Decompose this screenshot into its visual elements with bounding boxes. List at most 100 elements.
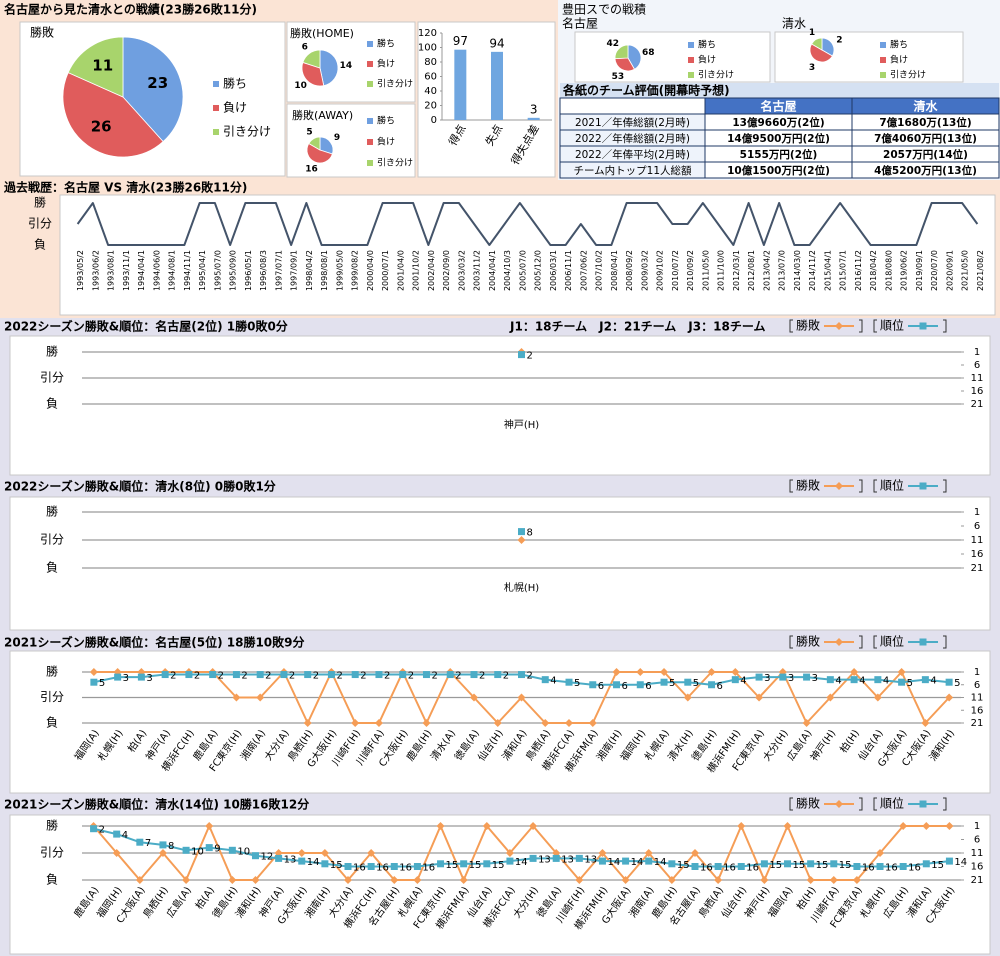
data-label: 2 (384, 671, 390, 682)
chart-box (774, 31, 964, 83)
data-label: 2 (265, 671, 271, 682)
bar (491, 51, 503, 120)
point (159, 841, 167, 849)
legend-marker (835, 800, 843, 808)
x-tick-label: 2005/07/0 (518, 250, 527, 291)
x-tick-label: 2006/11/1 (564, 250, 573, 291)
point (806, 876, 815, 884)
legend-label: 負け (377, 136, 395, 148)
point (921, 676, 929, 684)
pie-slice (122, 36, 184, 143)
point (374, 719, 383, 727)
pie-label: 53 (612, 72, 625, 82)
data-label: 5 (669, 678, 675, 689)
data-label: 15 (492, 860, 505, 871)
legend-marker (367, 118, 373, 124)
legend-label: 勝ち (223, 76, 247, 91)
legend-label: 勝ち (698, 39, 716, 51)
x-tick-label: 2003/11/2 (473, 250, 482, 291)
x-tick-label: 2000/07/1 (381, 250, 390, 291)
point (209, 671, 217, 679)
data-label: 15 (793, 860, 806, 871)
chart-title: 2022シーズン勝敗&順位：清水(8位) 0勝0敗1分 (4, 479, 276, 494)
x-tick-label: 1994/08/1 (168, 250, 177, 291)
data-label: 16 (908, 863, 921, 874)
point (482, 822, 491, 830)
pie-slice (811, 37, 823, 51)
x-tick-label: 2019/09/1 (915, 250, 924, 291)
point (784, 860, 792, 868)
x-tick-label: 2011/10/0 (717, 250, 726, 291)
data-label: 15 (769, 860, 782, 871)
pie-label: 1 (809, 28, 815, 38)
x-tick-label: 2021/08/2 (976, 250, 985, 291)
chart-box (417, 21, 556, 178)
y-tick-label: 80 (424, 57, 437, 68)
y2-tick-label: 11 (971, 373, 984, 384)
pie-label: 9 (334, 133, 340, 143)
x-tick-label: 1996/05/1 (244, 250, 253, 291)
x-tick-label: 2013/04/2 (762, 250, 771, 291)
legend-marker (835, 638, 843, 646)
point (517, 536, 526, 544)
data-label: 2 (336, 671, 342, 682)
point (876, 849, 885, 857)
point (922, 860, 930, 868)
point (137, 673, 145, 681)
point (518, 351, 525, 359)
point (280, 671, 288, 679)
x-tick-label: 1993/06/2 (91, 250, 100, 291)
point (470, 671, 478, 679)
y-tick-label: 100 (418, 43, 437, 54)
table-header: 名古屋 (760, 99, 796, 114)
legend-label: 勝ち (890, 39, 908, 51)
x-tick-label: 2007/06/2 (579, 250, 588, 291)
series-line (76, 202, 979, 246)
point (161, 671, 169, 679)
table-header: 清水 (913, 99, 938, 114)
point (413, 876, 422, 884)
annotation: J1：18チーム J2：21チーム J3：18チーム (509, 320, 765, 334)
pie-label: 10 (294, 81, 307, 91)
data-label: 2 (360, 671, 366, 682)
point (321, 860, 329, 868)
point (90, 825, 98, 833)
legend-marker (880, 57, 886, 63)
legend-bracket (943, 635, 947, 649)
legend-bracket (873, 319, 877, 333)
y2-tick-label: 16 (971, 705, 984, 716)
point (731, 668, 740, 676)
x-tick-label: 2013/07/0 (778, 250, 787, 291)
data-label: 3 (146, 673, 152, 684)
pie-label: 3 (809, 63, 815, 73)
chart-title: 勝敗(HOME) (290, 26, 354, 40)
data-label: 15 (931, 860, 944, 871)
legend-label: 勝敗 (796, 796, 820, 811)
x-tick-label: 1994/04/1 (137, 250, 146, 291)
legend-label: 引き分け (377, 79, 413, 90)
legend-label: 負け (377, 58, 395, 70)
y-tick-label: 勝 (34, 195, 46, 210)
data-label: 16 (422, 863, 435, 874)
legend-label: 引き分け (698, 70, 734, 81)
y2-tick-label: 11 (971, 693, 984, 704)
point (112, 849, 121, 857)
pie-slice (809, 43, 833, 63)
x-tick-label: 札幌(H) (504, 581, 539, 594)
data-label: 4 (930, 676, 936, 687)
legend-marker (367, 61, 373, 67)
x-tick-label: 2001/10/2 (412, 250, 421, 291)
point (922, 822, 931, 830)
x-tick-label: 1993/11/1 (122, 250, 131, 291)
x-tick-label: 2002/09/0 (442, 250, 451, 291)
legend-label: 勝ち (377, 38, 395, 50)
x-tick-label: 2009/03/2 (640, 250, 649, 291)
point (945, 678, 953, 686)
point (436, 822, 445, 830)
value-label: 97 (453, 34, 468, 48)
y2-tick-label: 1 (974, 667, 980, 678)
legend-bracket (943, 479, 947, 493)
point (205, 822, 214, 830)
data-label: 10 (237, 846, 250, 857)
legend-marker (919, 322, 927, 330)
